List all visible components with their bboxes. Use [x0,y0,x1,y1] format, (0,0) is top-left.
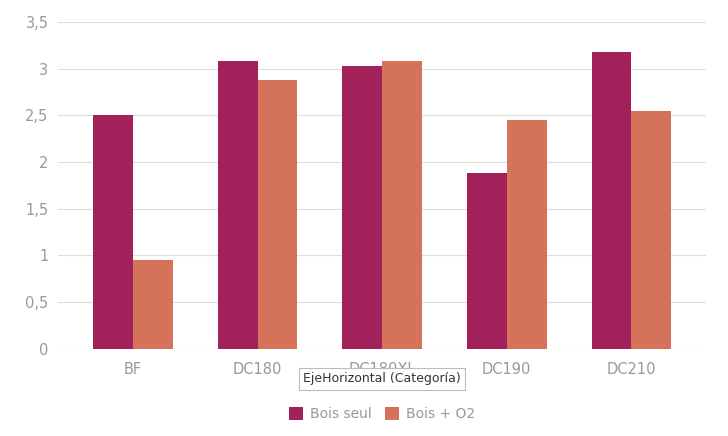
Bar [507,120,547,349]
Bar [382,61,422,349]
Bar [631,111,671,349]
Legend: Bois seul, Bois + O2: Bois seul, Bois + O2 [283,402,481,427]
Bar [218,61,258,349]
Bar [592,52,631,349]
Bar [258,80,298,349]
Bar [133,260,173,349]
Bar [93,115,133,349]
Text: EjeHorizontal (Categoría): EjeHorizontal (Categoría) [304,372,461,385]
Bar [342,66,382,349]
Bar [467,173,507,349]
